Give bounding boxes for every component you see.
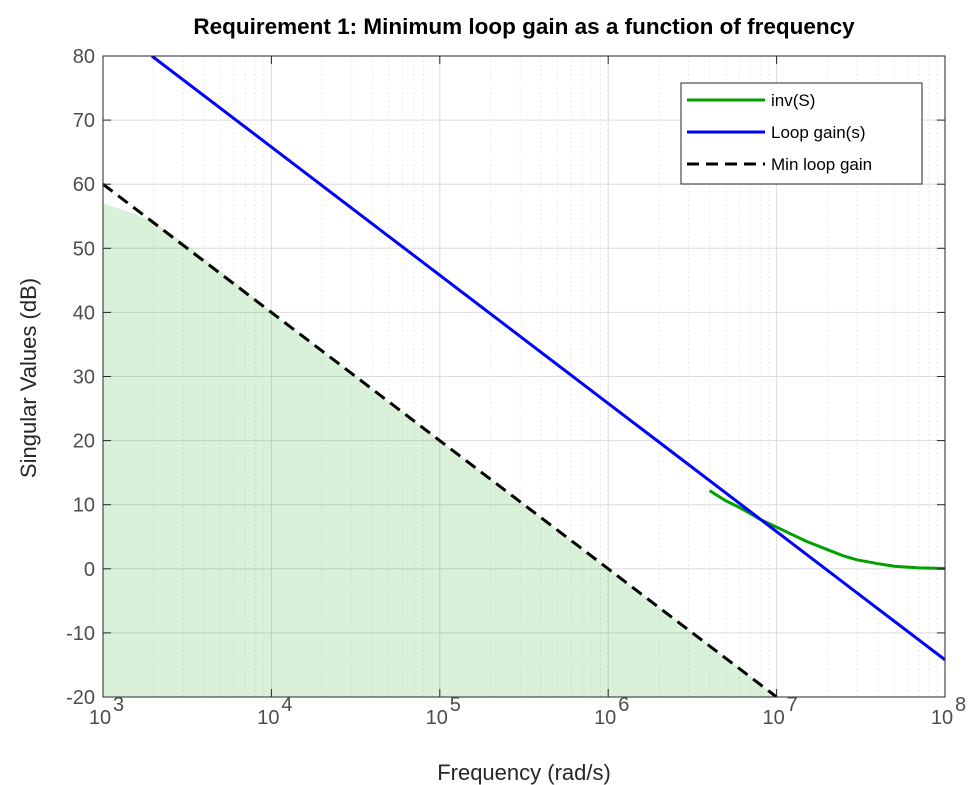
x-tick-exponent: 3 [113, 694, 124, 716]
legend: inv(S) Loop gain(s) Min loop gain [680, 82, 923, 185]
y-tick-label: 70 [73, 110, 95, 132]
y-tick-label: 80 [73, 46, 95, 68]
shaded-region [103, 203, 777, 697]
y-tick-label: -10 [66, 623, 95, 645]
y-axis-label: Singular Values (dB) [16, 278, 41, 478]
y-tick-label: 60 [73, 174, 95, 196]
x-tick-label: 10 [257, 707, 279, 729]
y-tick-label: 20 [73, 431, 95, 453]
x-tick-label: 10 [931, 707, 953, 729]
plot-area: -20-100102030405060708010310410510610710… [66, 46, 966, 729]
legend-label: Min loop gain [771, 155, 872, 174]
x-tick-exponent: 6 [618, 694, 629, 716]
x-tick-exponent: 4 [281, 694, 292, 716]
y-tick-label: 30 [73, 367, 95, 389]
x-tick-exponent: 5 [450, 694, 461, 716]
y-tick-label: 40 [73, 302, 95, 324]
y-tick-label: 50 [73, 238, 95, 260]
chart-title: Requirement 1: Minimum loop gain as a fu… [193, 14, 855, 39]
x-tick-label: 10 [762, 707, 784, 729]
series-line-2 [103, 183, 778, 697]
y-tick-label: 10 [73, 495, 95, 517]
x-tick-label: 10 [594, 707, 616, 729]
x-tick-label: 10 [426, 707, 448, 729]
legend-label: Loop gain(s) [771, 123, 866, 142]
legend-label: inv(S) [771, 91, 815, 110]
series-line-1 [150, 56, 945, 662]
y-tick-label: 0 [84, 559, 95, 581]
series-line-0 [708, 489, 945, 570]
y-tick-label: -20 [66, 687, 95, 709]
x-axis-label: Frequency (rad/s) [437, 760, 611, 785]
x-tick-exponent: 7 [787, 694, 798, 716]
x-tick-exponent: 8 [955, 694, 966, 716]
x-tick-label: 10 [89, 707, 111, 729]
